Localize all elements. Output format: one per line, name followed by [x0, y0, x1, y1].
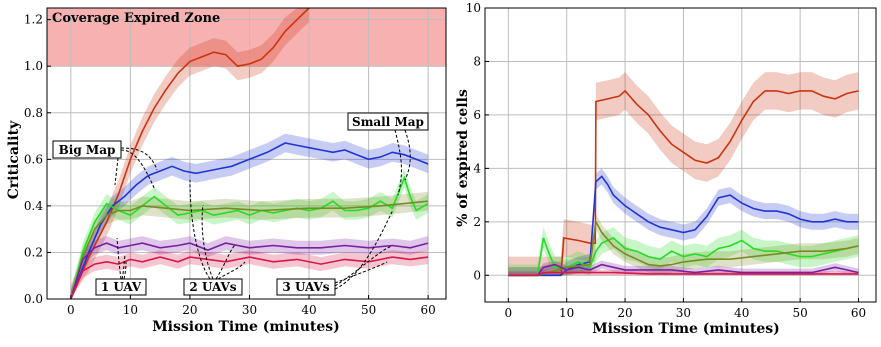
- series-band-4: [70, 236, 429, 299]
- left-series-lines: [70, 7, 429, 300]
- coverage-expired-zone: [47, 8, 446, 67]
- x-tick-label: 20: [617, 306, 632, 320]
- left-y-axis-label: Criticality: [6, 120, 22, 199]
- series-line-5: [508, 271, 859, 277]
- series-band-2: [508, 227, 859, 276]
- big-map-annotation: Big Map: [52, 140, 158, 191]
- series-band-1: [70, 133, 429, 299]
- series-line-5: [70, 256, 429, 300]
- y-tick-label: 1.0: [24, 59, 43, 73]
- right-series-lines: [508, 89, 859, 277]
- axes-frame: [46, 7, 447, 300]
- series-band-0: [70, 8, 309, 299]
- y-tick-label: 0.4: [24, 199, 43, 213]
- series-line-3: [70, 200, 429, 300]
- x-tick-label: 10: [123, 303, 138, 317]
- y-tick-label: 0.2: [24, 245, 43, 259]
- y-tick-label: 0.6: [24, 152, 43, 166]
- y-tick-label: 0.0: [24, 292, 43, 306]
- y-tick-label: 4: [473, 161, 481, 175]
- y-tick-label: 6: [473, 108, 481, 122]
- series-line-3: [508, 219, 859, 277]
- series-line-2: [70, 175, 429, 300]
- series-line-1: [70, 142, 429, 300]
- series-line-4: [70, 242, 429, 300]
- axes-frame: [484, 7, 877, 303]
- x-tick-label: 50: [361, 303, 376, 317]
- x-tick-label: 20: [182, 303, 197, 317]
- y-tick-label: 8: [473, 54, 481, 68]
- criticality-chart: 0 10 20 30 40 50 60 0.0 0.2 0.4 0.6 0.8 1.0 1.2 Cover…: [6, 7, 447, 335]
- small-map-label: Small Map: [352, 115, 424, 129]
- y-tick-label: 0: [473, 268, 481, 282]
- series-line-4: [508, 263, 859, 277]
- series-band-3: [70, 191, 429, 299]
- x-tick-label: 40: [734, 306, 749, 320]
- series-band-5: [70, 250, 429, 299]
- right-axes: 0 10 20 30 40 50 60 0 2 4 6 8 10: [466, 1, 877, 320]
- right-plot-background: [485, 8, 876, 302]
- coverage-expired-zone-label: Coverage Expired Zone: [52, 11, 220, 26]
- left-x-axis-label: Mission Time (minutes): [152, 319, 340, 335]
- left-axes: 0 10 20 30 40 50 60 0.0 0.2 0.4 0.6 0.8 1.0 1.2: [24, 7, 447, 317]
- x-tick-label: 40: [301, 303, 316, 317]
- expired-cells-chart: 0 10 20 30 40 50 60 0 2 4 6 8 10 Mission Time (minut…: [455, 1, 877, 337]
- one-uav-label: 1 UAV: [101, 280, 142, 294]
- two-uavs-label: 2 UAVs: [189, 280, 236, 294]
- left-annotations: Big Map Small Map 1 UAV 2 UAVs: [52, 112, 429, 296]
- right-x-axis-label: Mission Time (minutes): [592, 321, 780, 337]
- y-tick-label: 1.2: [24, 13, 43, 27]
- x-tick-label: 10: [559, 306, 574, 320]
- y-tick-label: 10: [466, 1, 481, 15]
- x-tick-label: 0: [67, 303, 75, 317]
- series-line-0: [508, 89, 859, 277]
- expired-zone-rect: [47, 8, 446, 67]
- x-tick-label: 30: [676, 306, 691, 320]
- y-tick-label: 2: [473, 215, 481, 229]
- series-line-0: [70, 7, 310, 300]
- series-band-4: [508, 260, 859, 276]
- x-tick-label: 60: [420, 303, 435, 317]
- three-uavs-annotation: 3 UAVs: [276, 209, 394, 296]
- y-tick-label: 0.8: [24, 106, 43, 120]
- series-line-1: [508, 175, 859, 277]
- small-map-annotation: Small Map: [347, 112, 429, 196]
- right-y-axis-label: % of expired cells: [455, 89, 471, 227]
- one-uav-annotation: 1 UAV: [95, 237, 147, 296]
- x-tick-label: 0: [505, 306, 513, 320]
- x-tick-label: 60: [851, 306, 866, 320]
- x-tick-label: 50: [792, 306, 807, 320]
- two-uavs-annotation: 2 UAVs: [183, 179, 246, 296]
- big-map-label: Big Map: [59, 143, 116, 157]
- three-uavs-label: 3 UAVs: [282, 280, 329, 294]
- x-tick-label: 30: [242, 303, 257, 317]
